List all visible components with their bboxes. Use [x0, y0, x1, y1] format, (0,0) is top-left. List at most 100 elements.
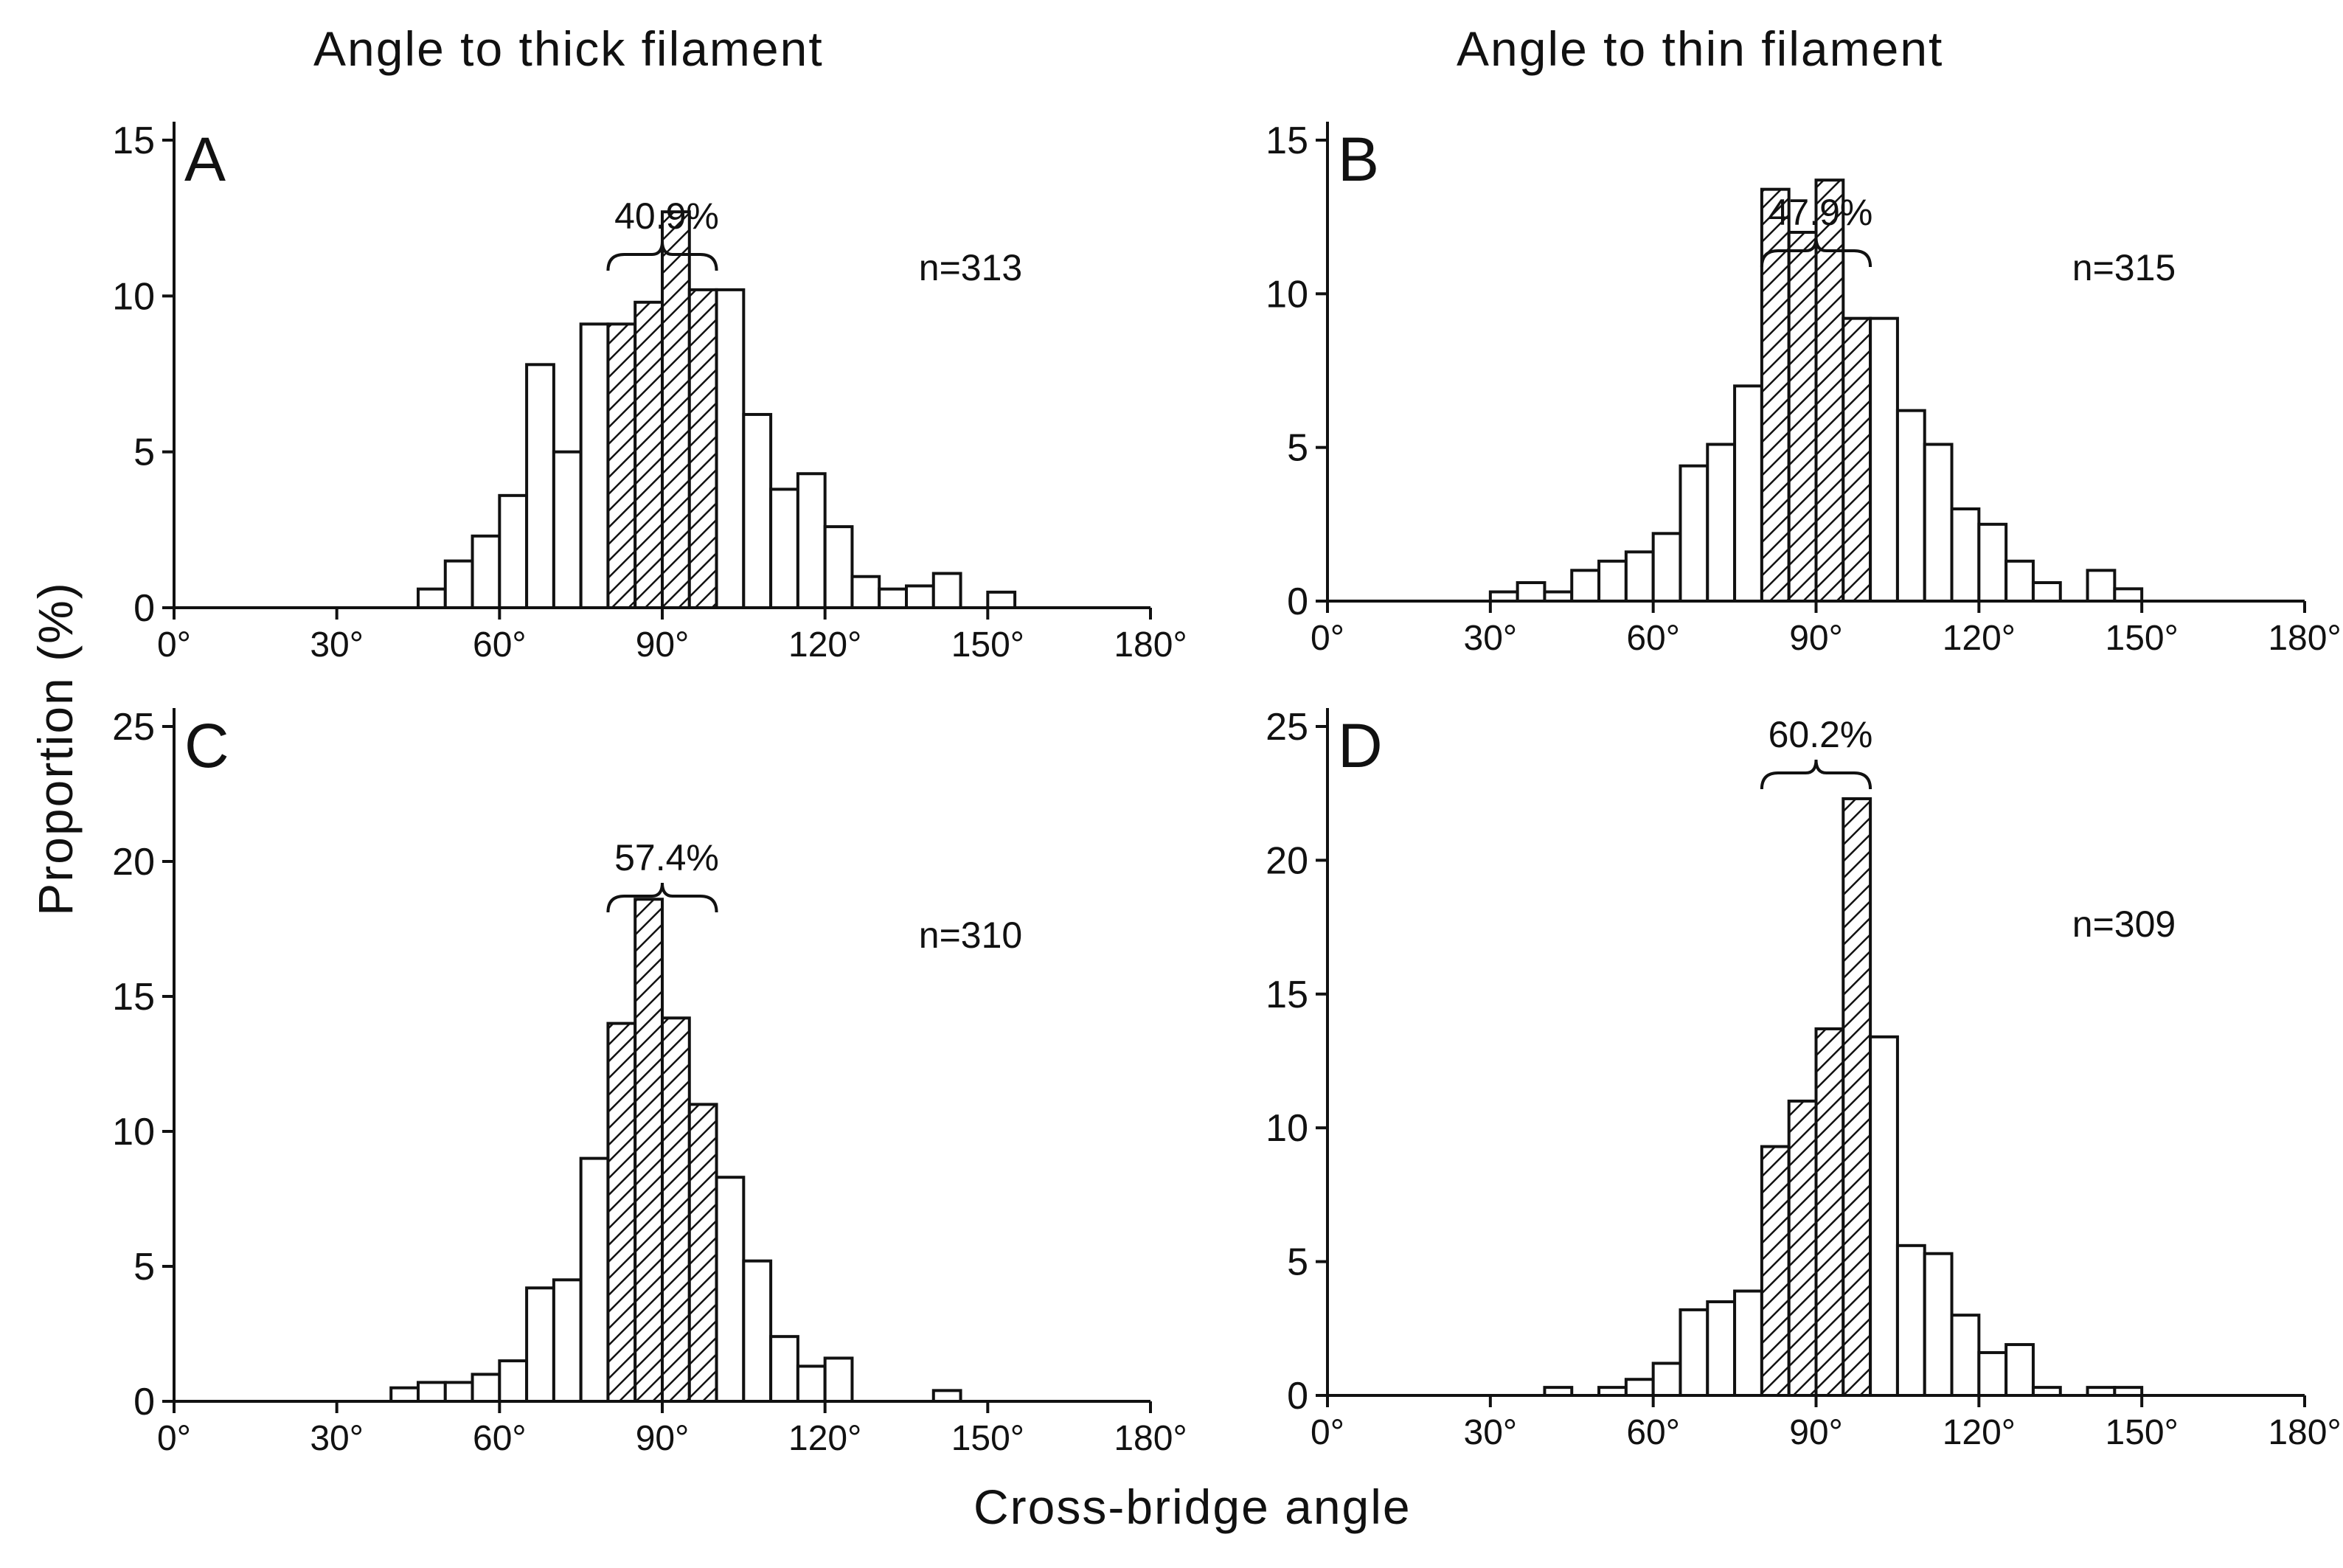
- histogram-bar: [986, 590, 1017, 609]
- bracket: [1760, 237, 1872, 268]
- histogram-bar: [2031, 581, 2062, 603]
- histogram-bar: [742, 1259, 773, 1404]
- y-tick-label: 0: [1287, 1375, 1308, 1418]
- x-tick-label: 0°: [157, 1419, 191, 1458]
- histogram-bar: [443, 559, 474, 609]
- histogram-bar: [2113, 587, 2144, 603]
- histogram-bar: [1950, 507, 1981, 603]
- x-tick-label: 150°: [951, 625, 1024, 665]
- histogram-bar: [1950, 1314, 1981, 1398]
- bracket-percent-label: 60.2%: [1768, 714, 1873, 755]
- histogram-bar: [1733, 1289, 1763, 1398]
- x-tick-label: 180°: [2268, 1413, 2341, 1452]
- histogram-bar: [1977, 1350, 2008, 1398]
- histogram-bar: [498, 493, 529, 610]
- x-tick-label: 0°: [1311, 1413, 1344, 1452]
- x-tick-label: 60°: [473, 625, 527, 665]
- histogram-bar: [1814, 178, 1845, 603]
- x-tick-label: 30°: [1464, 1413, 1518, 1452]
- y-tick-label: 20: [112, 841, 155, 884]
- histogram-bar: [471, 534, 501, 610]
- histogram-bar: [1706, 1300, 1737, 1398]
- histogram-bar: [1679, 464, 1709, 603]
- panel-letter: B: [1338, 125, 1379, 194]
- bracket-percent-label: 40.9%: [614, 195, 719, 237]
- histogram-bar: [905, 584, 935, 609]
- x-tick-label: 30°: [310, 625, 364, 665]
- x-tick-label: 180°: [2268, 619, 2341, 658]
- y-tick-label: 25: [112, 706, 155, 749]
- panel-letter: D: [1338, 711, 1383, 780]
- histogram-bar: [1869, 316, 1899, 603]
- histogram-bar: [634, 300, 664, 609]
- histogram-bar: [931, 1389, 962, 1403]
- histogram-bar: [1842, 316, 1872, 603]
- x-tick-label: 120°: [788, 625, 861, 665]
- histogram-bar: [1651, 1361, 1682, 1397]
- histogram-bar: [687, 1103, 718, 1404]
- bracket: [606, 240, 718, 271]
- x-tick-label: 30°: [310, 1419, 364, 1458]
- panel-c: 0 5 10 15 20 25 0° 30° 60° 90° 120° 150° 180° Cn=310 5…: [112, 706, 1187, 1458]
- histogram-bar: [823, 1356, 854, 1403]
- histogram-bar: [552, 1278, 583, 1404]
- histogram-bar: [850, 575, 881, 610]
- y-axis-label: Proportion (%): [28, 581, 83, 916]
- x-tick-label: 90°: [1789, 1413, 1843, 1452]
- y-tick-label: 5: [1287, 427, 1308, 470]
- x-axis-label: Cross-bridge angle: [973, 1479, 1412, 1534]
- histogram-bar: [2086, 569, 2117, 603]
- y-tick-label: 15: [1266, 974, 1308, 1016]
- histogram-bar: [1597, 559, 1628, 603]
- x-tick-label: 60°: [473, 1419, 527, 1458]
- histogram-bar: [796, 1364, 827, 1404]
- histogram-bar: [931, 572, 962, 609]
- x-tick-label: 30°: [1464, 619, 1518, 658]
- x-tick-label: 180°: [1114, 625, 1187, 665]
- y-tick-label: 10: [1266, 1107, 1308, 1150]
- histogram-bar: [1760, 1145, 1791, 1397]
- histogram-bar: [1895, 409, 1926, 603]
- bracket-percent-label: 47.9%: [1768, 192, 1873, 233]
- panel-letter: A: [184, 125, 226, 194]
- y-tick-label: 20: [1266, 839, 1308, 882]
- x-tick-label: 90°: [1789, 619, 1843, 658]
- x-tick-label: 0°: [157, 625, 191, 665]
- histogram-bar: [2004, 559, 2035, 603]
- histogram-bar: [823, 525, 854, 610]
- column-title-left: Angle to thick filament: [313, 21, 824, 76]
- histogram-bar: [579, 322, 610, 609]
- x-tick-label: 120°: [1943, 1413, 2016, 1452]
- y-tick-label: 10: [1266, 273, 1308, 316]
- sample-size-label: n=310: [919, 915, 1022, 956]
- histogram-bar: [1706, 443, 1737, 603]
- histogram-bar: [796, 472, 827, 610]
- histogram-bar: [742, 412, 773, 609]
- x-tick-label: 120°: [788, 1419, 861, 1458]
- histogram-bar: [525, 363, 555, 609]
- histogram-bar: [552, 450, 583, 610]
- histogram-bar: [715, 1176, 746, 1403]
- histogram-bar: [769, 488, 799, 609]
- bracket: [606, 882, 718, 913]
- y-tick-label: 10: [112, 1111, 155, 1154]
- y-tick-label: 25: [1266, 706, 1308, 749]
- y-tick-label: 0: [133, 1381, 155, 1423]
- histogram-bar: [634, 898, 664, 1403]
- histogram-bar: [1869, 1035, 1899, 1398]
- x-tick-label: 60°: [1626, 1413, 1680, 1452]
- y-tick-label: 0: [1287, 580, 1308, 623]
- x-tick-label: 60°: [1626, 619, 1680, 658]
- histogram-bar: [878, 587, 908, 610]
- histogram-bar: [606, 322, 637, 609]
- histogram-bar: [1624, 1378, 1655, 1398]
- histogram-bar: [579, 1156, 610, 1403]
- histogram-bar: [1516, 581, 1547, 603]
- histogram-bar: [417, 587, 447, 610]
- histogram-bar: [1787, 1099, 1818, 1398]
- column-title-right: Angle to thin filament: [1457, 21, 1944, 76]
- bracket: [1760, 759, 1872, 790]
